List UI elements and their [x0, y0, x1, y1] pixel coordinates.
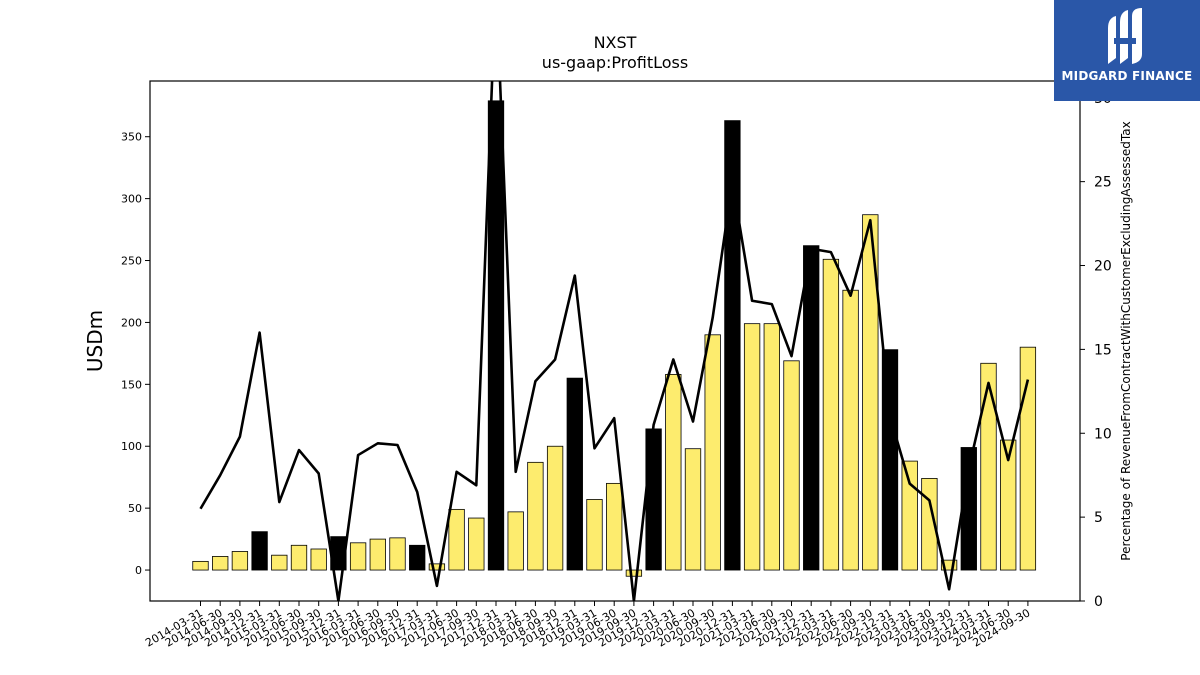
bar-2020-09-30	[704, 334, 721, 571]
bar-2016-03-31	[349, 542, 367, 571]
y-tick-label: 150	[121, 378, 142, 391]
bar-2018-09-30	[546, 445, 564, 571]
bar-2019-06-30	[606, 482, 623, 571]
y-tick-label: 0	[135, 564, 142, 577]
chart-subtitle: us-gaap:ProfitLoss	[542, 53, 688, 72]
y-tick-label: 250	[121, 255, 142, 268]
y-axis-label: USDm	[83, 310, 107, 372]
bar-2023-03-31	[901, 460, 918, 571]
series-line	[199, 81, 1030, 601]
bar-2022-09-30	[862, 214, 879, 571]
y2-tick-label: 20	[1094, 259, 1112, 275]
line-layer	[199, 81, 1030, 601]
plot-frame	[149, 80, 1081, 602]
bar-2019-12-31	[645, 428, 662, 571]
axes-layer	[149, 80, 1081, 602]
y2-tick-label: 25	[1094, 175, 1112, 191]
bar-2014-12-31	[251, 531, 268, 571]
bars-layer	[192, 100, 1037, 577]
y2-tick-label: 0	[1094, 594, 1103, 610]
bar-2020-03-31	[665, 374, 682, 571]
bar-2022-03-31	[822, 258, 840, 571]
bar-2020-06-30	[684, 448, 702, 571]
bar-2024-03-31	[980, 362, 997, 571]
bar-2017-09-30	[468, 517, 485, 571]
bar-2015-09-30	[310, 548, 327, 571]
bar-2017-03-31	[428, 563, 446, 571]
bar-2014-09-30	[231, 551, 249, 571]
logo: MIDGARD FINANCE	[1054, 0, 1200, 101]
bar-2014-03-31	[192, 560, 209, 571]
bar-2022-06-30	[842, 289, 859, 571]
bar-2016-09-30	[389, 537, 406, 571]
bar-2018-12-31	[566, 377, 583, 571]
bar-2019-03-31	[586, 499, 603, 571]
bar-2017-06-30	[448, 508, 465, 571]
bar-2019-09-30	[625, 569, 643, 577]
bar-2021-03-31	[743, 323, 761, 571]
y2-axis-label: Percentage of RevenueFromContractWithCus…	[1119, 121, 1133, 560]
bar-2015-06-30	[290, 544, 308, 571]
bar-2023-06-30	[921, 478, 938, 571]
bar-2021-06-30	[763, 323, 780, 571]
bar-2014-06-30	[212, 556, 229, 571]
bar-2018-06-30	[527, 461, 544, 571]
bar-2015-03-31	[271, 554, 288, 571]
y2-tick-label: 10	[1094, 426, 1112, 442]
y-ticks: 0 50 100 150 200 250 300 350	[121, 131, 150, 577]
bar-2017-12-31	[487, 100, 505, 571]
bar-2018-03-31	[507, 511, 524, 571]
y-tick-label: 50	[128, 502, 142, 515]
y2-tick-label: 15	[1094, 342, 1112, 358]
logo-text: MIDGARD FINANCE	[1061, 69, 1193, 83]
logo-mark-icon	[1108, 8, 1142, 64]
y2-tick-label: 5	[1094, 510, 1103, 526]
bar-2024-09-30	[1019, 346, 1037, 571]
bar-2022-12-31	[881, 349, 899, 571]
bar-2016-06-30	[369, 538, 386, 571]
bar-2016-12-31	[409, 544, 426, 571]
bar-2020-12-31	[724, 120, 741, 571]
chart-title: NXST	[594, 33, 637, 52]
bar-2021-09-30	[783, 360, 800, 571]
bar-2023-09-30	[940, 559, 958, 571]
y-tick-label: 200	[121, 316, 142, 329]
x-ticks: 2014-03-312014-06-302014-09-302014-12-31…	[143, 601, 1032, 650]
y2-ticks: 051015202530	[1080, 91, 1112, 610]
y-tick-label: 300	[121, 193, 142, 206]
y-tick-label: 100	[121, 440, 142, 453]
y-tick-label: 350	[121, 131, 142, 144]
bar-2021-12-31	[803, 245, 820, 571]
bar-2024-06-30	[1000, 439, 1017, 571]
